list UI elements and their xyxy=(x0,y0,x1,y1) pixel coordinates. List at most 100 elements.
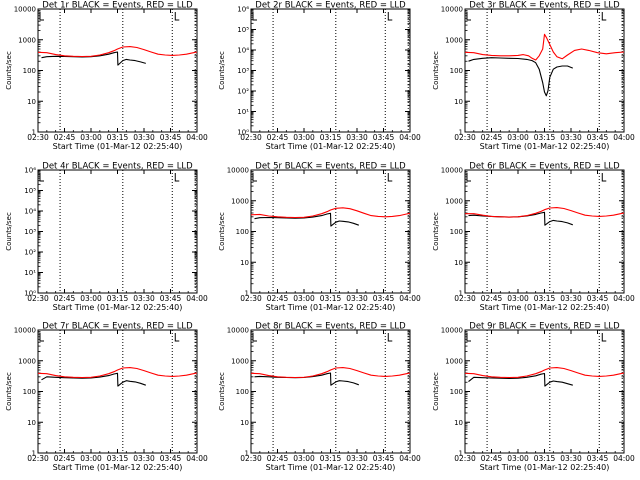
y-tick-label: 10⁰ xyxy=(24,290,36,298)
x-tick-label: 03:30 xyxy=(133,294,155,303)
x-tick-label: 03:30 xyxy=(346,133,368,142)
detector-panel-6: Det 6r BLACK = Events, RED = LLD Counts/s… xyxy=(432,162,635,313)
x-tick-label: 03:00 xyxy=(293,294,315,303)
y-tick-label: 10000 xyxy=(14,327,36,335)
marker-bracket xyxy=(174,12,180,21)
y-tick-label: 10¹ xyxy=(237,108,249,116)
x-tick-label: 02:45 xyxy=(267,133,289,142)
x-tick-label: 03:15 xyxy=(107,454,129,463)
x-tick-label: 03:15 xyxy=(107,294,129,303)
panel-title: Det 6r BLACK = Events, RED = LLD xyxy=(469,162,620,172)
x-tick-label: 02:45 xyxy=(54,294,76,303)
series-lld xyxy=(250,367,411,379)
y-tick-label: 1 xyxy=(459,290,463,298)
x-tick-label: 03:15 xyxy=(320,133,342,142)
y-tick-label: 1000 xyxy=(445,197,463,205)
x-tick-label: 03:45 xyxy=(160,454,182,463)
marker-bracket xyxy=(466,173,471,182)
y-tick-label: 10 xyxy=(454,259,463,267)
series-events xyxy=(468,211,573,226)
panel-title: Det 5r BLACK = Events, RED = LLD xyxy=(255,162,406,172)
x-tick-label: 04:00 xyxy=(399,454,421,463)
y-tick-label: 1000 xyxy=(18,36,36,44)
x-axis-label: Start Time (01-Mar-12 02:25:40) xyxy=(53,303,183,312)
y-tick-label: 100 xyxy=(23,67,36,75)
y-tick-label: 1 xyxy=(245,290,249,298)
x-tick-label: 04:00 xyxy=(399,133,421,142)
x-tick-label: 03:00 xyxy=(80,133,102,142)
y-tick-label: 10⁵ xyxy=(24,187,36,195)
x-tick-label: 03:45 xyxy=(587,133,609,142)
y-tick-label: 10³ xyxy=(24,228,36,236)
x-tick-label: 03:15 xyxy=(534,294,556,303)
marker-bracket xyxy=(387,12,393,21)
y-tick-label: 10³ xyxy=(237,67,249,75)
x-tick-label: 03:00 xyxy=(293,454,315,463)
x-tick-label: 02:30 xyxy=(27,454,49,463)
x-tick-label: 03:15 xyxy=(534,133,556,142)
panel-title: Det 8r BLACK = Events, RED = LLD xyxy=(255,322,406,332)
x-tick-label: 02:30 xyxy=(27,294,49,303)
marker-bracket xyxy=(601,333,607,342)
marker-bracket xyxy=(601,12,607,21)
x-tick-label: 02:45 xyxy=(54,133,76,142)
y-tick-label: 100 xyxy=(23,388,36,396)
x-axis-label: Start Time (01-Mar-12 02:25:40) xyxy=(266,142,396,151)
marker-bracket xyxy=(39,12,44,21)
series-events xyxy=(254,212,359,227)
marker-bracket xyxy=(39,173,44,182)
detector-panel-9: Det 9r BLACK = Events, RED = LLD Counts/s… xyxy=(432,322,635,473)
x-tick-label: 03:45 xyxy=(160,294,182,303)
y-tick-label: 1000 xyxy=(18,357,36,365)
marker-bracket xyxy=(252,333,257,342)
x-tick-label: 03:00 xyxy=(80,294,102,303)
y-axis-label: Counts/sec xyxy=(218,372,226,411)
y-tick-label: 1 xyxy=(245,450,249,458)
x-tick-label: 04:00 xyxy=(613,454,635,463)
panel-title: Det 2r BLACK = Events, RED = LLD xyxy=(255,1,406,11)
y-tick-label: 100 xyxy=(450,228,463,236)
panel-title: Det 1r BLACK = Events, RED = LLD xyxy=(42,1,193,11)
x-tick-label: 04:00 xyxy=(613,294,635,303)
y-tick-label: 10 xyxy=(240,419,249,427)
x-tick-label: 03:30 xyxy=(133,454,155,463)
y-tick-label: 100 xyxy=(450,67,463,75)
x-tick-label: 03:15 xyxy=(534,454,556,463)
series-events xyxy=(41,51,146,66)
plot-frame xyxy=(464,8,625,133)
y-axis-label: Counts/sec xyxy=(218,212,226,251)
series-events xyxy=(468,372,573,387)
plot-frame xyxy=(464,169,625,294)
y-tick-label: 1000 xyxy=(231,357,249,365)
x-tick-label: 03:30 xyxy=(560,454,582,463)
plot-frame xyxy=(37,329,198,454)
y-tick-label: 10 xyxy=(454,98,463,106)
y-tick-label: 1000 xyxy=(445,357,463,365)
plot-frame xyxy=(250,8,411,133)
y-axis-label: Counts/sec xyxy=(218,51,226,90)
plot-frame xyxy=(250,329,411,454)
x-tick-label: 02:30 xyxy=(240,294,262,303)
plot-frame xyxy=(37,169,198,294)
y-tick-label: 10000 xyxy=(227,167,249,175)
y-tick-label: 10000 xyxy=(14,6,36,14)
x-axis-label: Start Time (01-Mar-12 02:25:40) xyxy=(480,142,610,151)
series-lld xyxy=(465,207,625,218)
y-tick-label: 10⁰ xyxy=(237,129,249,137)
x-tick-label: 02:45 xyxy=(481,294,503,303)
y-tick-label: 1 xyxy=(32,129,36,137)
plot-frame xyxy=(37,8,198,133)
y-tick-label: 1 xyxy=(459,450,463,458)
x-tick-label: 03:45 xyxy=(587,454,609,463)
y-tick-label: 1000 xyxy=(231,197,249,205)
y-tick-label: 10000 xyxy=(227,327,249,335)
x-axis-label: Start Time (01-Mar-12 02:25:40) xyxy=(480,303,610,312)
x-tick-label: 02:45 xyxy=(481,454,503,463)
marker-bracket xyxy=(387,173,393,182)
series-lld xyxy=(250,207,411,219)
detector-panel-2: Det 2r BLACK = Events, RED = LLD Counts/s… xyxy=(218,1,421,152)
x-tick-label: 03:45 xyxy=(160,133,182,142)
y-tick-label: 1000 xyxy=(445,36,463,44)
x-axis-label: Start Time (01-Mar-12 02:25:40) xyxy=(53,463,183,472)
